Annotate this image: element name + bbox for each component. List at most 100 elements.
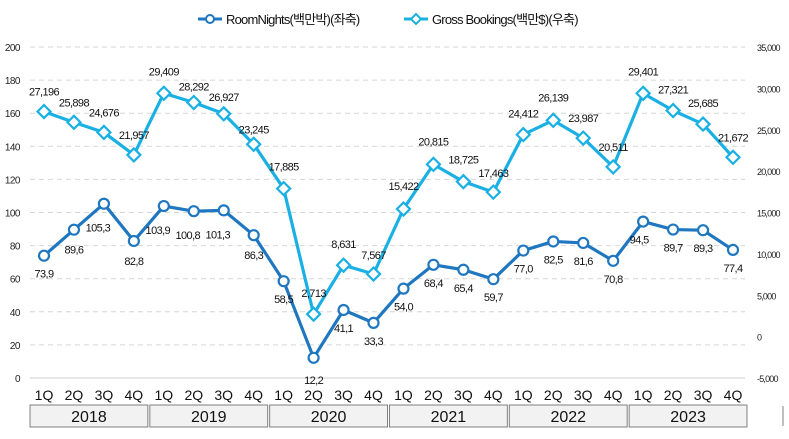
roomnights-point	[577, 236, 590, 250]
roomnights-data-label: 100,8	[176, 230, 201, 242]
roomnights-data-label: 89,7	[664, 243, 683, 255]
roomnights-point	[37, 249, 51, 262]
left-tick-label: 0	[15, 374, 21, 385]
left-tick-label: 80	[10, 242, 21, 253]
gross-bookings-data-label: 28,292	[179, 82, 210, 94]
legend-diamond-marker-icon	[409, 12, 423, 26]
roomnights-data-label: 41,1	[334, 323, 353, 335]
roomnights-data-label: 65,4	[454, 283, 473, 295]
gross-bookings-data-label: 29,401	[628, 66, 659, 78]
gross-bookings-point	[395, 200, 412, 218]
roomnights-point	[607, 254, 620, 267]
year-label: 2023	[670, 409, 706, 426]
left-tick-label: 140	[5, 142, 21, 153]
gross-bookings-data-label: 7,567	[361, 250, 386, 262]
gross-bookings-data-label: 17,885	[269, 162, 300, 174]
gross-bookings-data-label: 20,815	[418, 136, 449, 148]
gross-bookings-data-label: 2,713	[301, 288, 326, 300]
quarter-label: 3Q	[95, 387, 114, 403]
right-tick-label: 25,000	[757, 126, 781, 136]
gross-bookings-point	[724, 149, 742, 166]
series-layer	[35, 85, 742, 364]
quarter-label: 4Q	[125, 387, 144, 403]
roomnights-data-label: 70,8	[604, 274, 623, 286]
left-tick-label: 120	[5, 175, 21, 186]
roomnights-data-label: 103,9	[146, 225, 171, 237]
quarter-label: 4Q	[484, 387, 503, 403]
gross-bookings-point	[125, 146, 142, 163]
year-label: 2021	[431, 409, 467, 426]
gross-bookings-point	[694, 116, 712, 133]
roomnights-line	[42, 202, 734, 360]
quarter-label: 1Q	[274, 387, 293, 403]
right-tick-label: 30,000	[757, 84, 781, 94]
gross-bookings-point	[35, 103, 53, 120]
gross-bookings-data-label: 21,672	[718, 132, 749, 144]
gross-bookings-point	[455, 173, 472, 190]
quarter-label: 3Q	[334, 387, 353, 403]
gross-bookings-data-label: 29,409	[149, 66, 180, 78]
roomnights-data-label: 68,4	[424, 278, 443, 290]
gross-bookings-data-label: 26,139	[538, 92, 569, 104]
quarter-label: 1Q	[35, 387, 54, 403]
gridlines	[30, 46, 745, 379]
roomnights-data-label: 77,0	[514, 264, 533, 276]
gross-bookings-point	[215, 105, 232, 122]
gross-bookings-point	[635, 85, 652, 102]
quarter-label: 4Q	[604, 387, 623, 403]
quarter-label: 2Q	[65, 387, 84, 403]
roomnights-point	[307, 351, 320, 364]
roomnights-data-label: 12,2	[304, 375, 323, 387]
roomnights-point	[337, 303, 350, 317]
roomnights-data-label: 59,7	[484, 292, 503, 304]
right-tick-label: -5,000	[757, 374, 779, 384]
roomnights-point	[637, 215, 650, 228]
left-tick-label: 160	[5, 109, 21, 120]
gross-bookings-data-label: 17,463	[478, 168, 509, 180]
roomnights-point	[666, 223, 680, 236]
gross-bookings	[35, 85, 742, 323]
year-label: 2020	[311, 409, 347, 426]
gross-bookings-data-label: 21,957	[119, 130, 150, 142]
roomnights-data-label: 89,3	[694, 243, 713, 255]
quarter-label: 2Q	[304, 387, 323, 403]
left-tick-label: 20	[10, 341, 21, 352]
roomnights-point	[127, 234, 140, 248]
gross-bookings-data-label: 27,321	[658, 85, 689, 97]
year-box	[149, 404, 269, 428]
quarter-label: 3Q	[694, 387, 713, 403]
year-box	[29, 404, 149, 428]
year-box	[508, 404, 628, 428]
roomnights-data-label: 82,5	[544, 254, 563, 266]
gross-bookings-data-label: 23,987	[568, 113, 599, 125]
gross-bookings-point	[515, 126, 532, 143]
right-tick-label: 0	[757, 333, 762, 343]
roomnights-data-label: 73,9	[34, 269, 53, 281]
gross-bookings-point	[665, 102, 682, 119]
roomnights-data-label: 33,3	[364, 336, 383, 348]
left-y-axis: 0 20 40 60 80 100 120 140 160 180 200	[5, 43, 22, 385]
gross-bookings-line	[43, 91, 735, 316]
quarter-label: 3Q	[454, 387, 473, 403]
right-tick-label: 5,000	[757, 291, 776, 301]
right-tick-label: 35,000	[757, 43, 781, 53]
gross-bookings-data-label: 25,898	[59, 97, 90, 109]
legend-item-roomnights: RoomNights(백만박)(좌축)	[198, 12, 361, 27]
roomnights-point	[277, 275, 290, 288]
year-label: 2018	[71, 409, 107, 426]
gross-bookings-point	[605, 158, 622, 175]
left-tick-label: 60	[10, 275, 21, 286]
quarter-label: 2Q	[184, 387, 203, 403]
year-label: 2019	[191, 409, 227, 426]
roomnights-point	[397, 282, 410, 295]
roomnights-point	[696, 224, 710, 237]
quarter-label: 4Q	[724, 387, 743, 403]
roomnights	[37, 197, 740, 364]
gross-bookings-point	[155, 85, 172, 102]
gross-bookings-data-label: 24,676	[89, 107, 120, 119]
left-tick-label: 180	[5, 76, 21, 87]
gross-bookings-point	[185, 94, 202, 111]
roomnights-point	[517, 244, 530, 257]
